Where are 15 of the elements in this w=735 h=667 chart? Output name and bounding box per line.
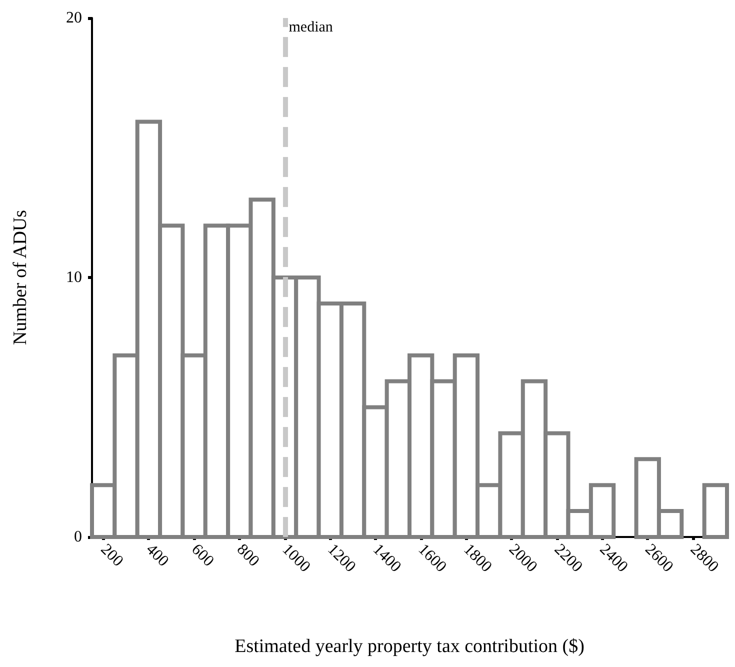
x-tick-label: 1000 (278, 540, 314, 576)
x-tick-label: 1800 (460, 540, 495, 576)
y-tick-label: 20 (66, 10, 82, 26)
y-axis-title: Number of ADUs (10, 210, 31, 346)
x-tick-label: 200 (97, 540, 126, 570)
x-axis-title: Estimated yearly property tax contribution ($) (234, 636, 584, 657)
y-tick-label: 10 (66, 269, 82, 286)
x-tick-label: 800 (233, 540, 262, 570)
x-tick-label: 600 (188, 540, 218, 570)
x-tick-label: 1200 (324, 540, 359, 576)
ref-line-label: median (288, 20, 334, 36)
y-tick-label: 0 (74, 528, 82, 546)
x-tick-label: 1400 (369, 540, 404, 576)
x-tick-label: 400 (142, 540, 172, 570)
x-tick-label: 1600 (414, 540, 450, 576)
